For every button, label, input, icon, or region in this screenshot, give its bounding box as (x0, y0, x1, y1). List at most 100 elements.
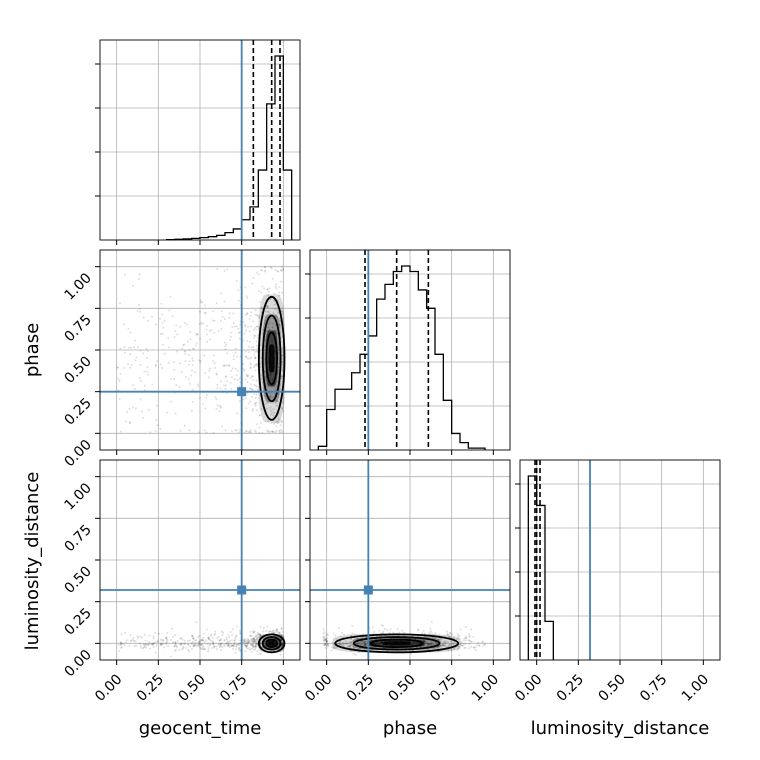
posterior-sample-point (144, 643, 147, 646)
posterior-sample-point (267, 630, 270, 633)
posterior-sample-point (211, 642, 214, 645)
posterior-sample-point (263, 287, 266, 290)
posterior-sample-point (251, 644, 254, 647)
posterior-sample-point (254, 635, 257, 638)
posterior-sample-point (273, 411, 276, 414)
posterior-sample-point (468, 636, 471, 639)
posterior-sample-point (172, 641, 175, 644)
posterior-sample-point (134, 339, 137, 342)
posterior-sample-point (277, 345, 280, 348)
posterior-sample-point (265, 385, 268, 388)
posterior-sample-point (224, 345, 227, 348)
posterior-sample-point (123, 346, 126, 349)
posterior-sample-point (282, 409, 285, 412)
posterior-sample-point (254, 335, 257, 338)
posterior-sample-point (247, 374, 250, 377)
posterior-sample-point (138, 273, 141, 276)
posterior-sample-point (180, 371, 183, 374)
posterior-sample-point (339, 642, 342, 645)
posterior-sample-point (244, 640, 247, 643)
posterior-sample-point (276, 399, 279, 402)
posterior-sample-point (181, 642, 184, 645)
posterior-sample-point (337, 627, 340, 630)
posterior-sample-point (452, 643, 455, 646)
posterior-sample-point (281, 375, 284, 378)
posterior-sample-point (340, 643, 343, 646)
posterior-sample-point (230, 376, 233, 379)
posterior-sample-point (252, 645, 255, 648)
posterior-sample-point (161, 321, 164, 324)
posterior-sample-point (268, 287, 271, 290)
posterior-sample-point (259, 362, 262, 365)
posterior-sample-point (248, 387, 251, 390)
posterior-sample-point (352, 645, 355, 648)
posterior-sample-point (129, 366, 132, 369)
posterior-sample-point (203, 429, 206, 432)
posterior-sample-point (232, 358, 235, 361)
posterior-sample-point (244, 642, 247, 645)
posterior-sample-point (253, 639, 256, 642)
posterior-sample-point (233, 641, 236, 644)
posterior-sample-point (436, 638, 439, 641)
posterior-sample-point (246, 642, 249, 645)
posterior-sample-point (273, 303, 276, 306)
posterior-sample-point (235, 648, 238, 651)
posterior-sample-point (477, 641, 480, 644)
posterior-sample-point (347, 644, 350, 647)
posterior-sample-point (129, 331, 132, 334)
posterior-sample-point (275, 421, 278, 424)
posterior-sample-point (258, 633, 261, 636)
posterior-sample-point (352, 639, 355, 642)
posterior-sample-point (249, 367, 252, 370)
posterior-sample-point (280, 420, 283, 423)
posterior-sample-point (453, 647, 456, 650)
posterior-sample-point (145, 644, 148, 647)
posterior-sample-point (356, 643, 359, 646)
posterior-sample-point (212, 354, 215, 357)
density-cell (382, 641, 411, 646)
posterior-sample-point (254, 357, 257, 360)
posterior-sample-point (478, 644, 481, 647)
posterior-sample-point (341, 644, 344, 647)
posterior-sample-point (190, 647, 193, 650)
posterior-sample-point (256, 364, 259, 367)
posterior-sample-point (233, 325, 236, 328)
posterior-sample-point (271, 430, 274, 433)
posterior-sample-point (246, 644, 249, 647)
posterior-sample-point (238, 377, 241, 380)
posterior-sample-point (255, 401, 258, 404)
posterior-sample-point (124, 273, 127, 276)
posterior-sample-point (198, 323, 201, 326)
posterior-sample-point (117, 389, 120, 392)
posterior-sample-point (350, 634, 353, 637)
posterior-sample-point (219, 645, 222, 648)
posterior-sample-point (280, 429, 283, 432)
posterior-sample-point (279, 429, 282, 432)
truth-marker (237, 387, 247, 397)
posterior-sample-point (281, 644, 284, 647)
posterior-sample-point (242, 339, 245, 342)
posterior-sample-point (246, 647, 249, 650)
posterior-sample-point (213, 362, 216, 365)
posterior-sample-point (243, 332, 246, 335)
posterior-sample-point (187, 644, 190, 647)
posterior-sample-point (207, 376, 210, 379)
posterior-sample-point (266, 401, 269, 404)
posterior-sample-point (233, 639, 236, 642)
posterior-sample-point (226, 642, 229, 645)
posterior-sample-point (173, 368, 176, 371)
posterior-sample-point (255, 393, 258, 396)
posterior-sample-point (141, 636, 144, 639)
posterior-sample-point (278, 323, 281, 326)
posterior-sample-point (193, 645, 196, 648)
posterior-sample-point (123, 644, 126, 647)
posterior-sample-point (325, 645, 328, 648)
posterior-sample-point (274, 283, 277, 286)
posterior-sample-point (264, 644, 267, 647)
posterior-sample-point (224, 348, 227, 351)
posterior-sample-point (277, 343, 280, 346)
posterior-sample-point (360, 640, 363, 643)
posterior-sample-point (272, 629, 275, 632)
posterior-sample-point (281, 312, 284, 315)
posterior-sample-point (174, 649, 177, 652)
